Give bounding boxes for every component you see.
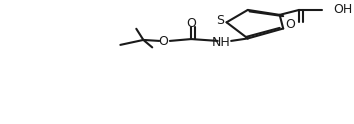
Text: OH: OH xyxy=(333,3,352,16)
Text: O: O xyxy=(186,17,196,30)
Text: O: O xyxy=(159,35,169,48)
Text: O: O xyxy=(285,18,295,31)
Text: NH: NH xyxy=(212,36,230,49)
Text: S: S xyxy=(216,14,224,27)
